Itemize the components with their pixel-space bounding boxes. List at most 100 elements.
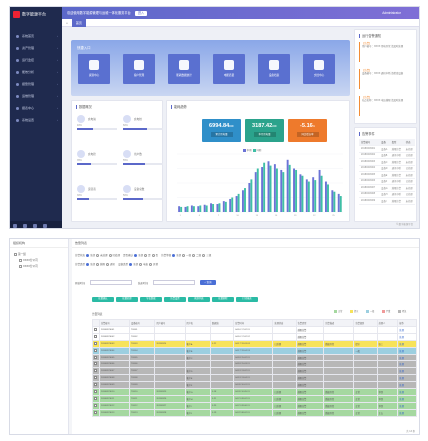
row-action-link[interactable]: 处理 xyxy=(397,401,417,410)
row-checkbox[interactable] xyxy=(92,360,100,369)
quick-tile[interactable]: 能耗数据统计 xyxy=(168,54,200,84)
sidebar-item[interactable]: 运行监控 › xyxy=(10,55,62,65)
checkbox-icon[interactable] xyxy=(94,396,97,400)
row-action-link[interactable]: 处理 xyxy=(397,346,417,355)
row-action-link[interactable]: 处理 xyxy=(397,408,417,417)
power-icon[interactable] xyxy=(43,224,47,228)
table-row[interactable]: 20180323010 TK010 20180325 客户G 0.18 04-20 10:… xyxy=(92,388,417,396)
sidebar-item[interactable]: 运维管理 › xyxy=(10,91,62,101)
row-checkbox[interactable] xyxy=(92,367,100,376)
action-button[interactable]: 批量确认 xyxy=(92,297,114,302)
event-row[interactable]: 20180323008 设备H 通讯中断 已处理 xyxy=(359,191,415,198)
row-checkbox[interactable] xyxy=(92,381,100,390)
end-time-input[interactable] xyxy=(153,280,195,285)
tab-home-icon[interactable]: ⌂ xyxy=(66,21,68,25)
event-row[interactable]: 20180323004 设备D 通讯中断 已处理 xyxy=(359,165,415,172)
radio-button[interactable] xyxy=(139,262,143,266)
radio-button[interactable] xyxy=(96,253,100,257)
event-row[interactable]: 20180323002 设备B 通讯中断 已处理 xyxy=(359,152,415,159)
tab-home[interactable]: 首页 xyxy=(71,19,86,27)
checkbox-icon[interactable] xyxy=(94,383,97,387)
checkbox-icon[interactable] xyxy=(94,362,97,366)
sidebar-item[interactable]: 报警管理 › xyxy=(10,79,62,89)
quick-tile[interactable]: 电能质量 xyxy=(213,54,245,84)
row-action-link[interactable]: 处理 xyxy=(397,388,417,396)
table-row[interactable]: 20180323007 TK007 客户D 04-19 13:02:11 越限告警 处理 xyxy=(92,367,417,376)
radio-button[interactable] xyxy=(108,253,112,257)
table-row[interactable]: 20180323003 TK003 20180324 客户A 0.22 04-17 19:… xyxy=(92,339,417,348)
sidebar-item[interactable]: 系统设置 › xyxy=(10,115,62,125)
row-checkbox[interactable] xyxy=(92,408,100,417)
notice-item[interactable]: 【告警】 站点名称：XXXX 电压越限 请及时处理 xyxy=(359,96,417,116)
radio-button[interactable] xyxy=(129,262,133,266)
sidebar-item[interactable]: 报表中心 › xyxy=(10,103,62,113)
tree-node[interactable]: XXXX分公司 xyxy=(19,258,38,262)
quick-tile[interactable]: 设备档案 xyxy=(258,54,290,84)
action-button[interactable]: 告警设置 xyxy=(164,297,186,302)
header-tag-button[interactable]: 进入 xyxy=(134,11,148,16)
action-button[interactable]: 批量处理 xyxy=(116,297,138,302)
start-time-input[interactable] xyxy=(90,280,132,285)
checkbox-icon[interactable] xyxy=(19,264,22,268)
radio-button[interactable] xyxy=(144,253,148,257)
sidebar-item[interactable]: 能效分析 › xyxy=(10,67,62,77)
quick-tile[interactable]: 文档中心 xyxy=(303,54,335,84)
table-row[interactable]: 20180323006 TK006 04-18 15:03:11 越限告警 处理 xyxy=(92,360,417,369)
table-row[interactable]: 20180323013 TK013 20180328 客户J 0.19 04-22 08:… xyxy=(92,408,417,417)
checkbox-icon[interactable] xyxy=(94,376,97,380)
table-row[interactable]: 20180323008 TK008 客户E 04-19 13:04:11 越限告警 处理 xyxy=(92,374,417,383)
radio-button[interactable] xyxy=(151,253,155,257)
table-row[interactable]: 20180323001 TK001 04-16 17:02:11 越限告警 处理 xyxy=(92,326,417,334)
table-row[interactable]: 20180323004 TK004 客户B 04-17 19:04:13 越限告警 一般 处… xyxy=(92,346,417,355)
checkbox-icon[interactable] xyxy=(94,334,97,338)
event-row[interactable]: 20180323005 设备E 越限告警 未处理 xyxy=(359,171,415,179)
row-action-link[interactable]: 处理 xyxy=(397,353,417,362)
action-button[interactable]: 打印报表 xyxy=(236,297,258,302)
table-row[interactable]: 20180323011 TK011 20180326 客户H 0.21 04-21 09:… xyxy=(92,394,417,403)
table-row[interactable]: 20180323005 TK005 客户C 04-18 15:02:11 越限告警 处理 xyxy=(92,353,417,362)
action-button[interactable]: 导出数据 xyxy=(140,297,162,302)
checkbox-icon[interactable] xyxy=(94,355,97,359)
table-row[interactable]: 20180323012 TK012 20180327 客户I 0.25 04-21 09:… xyxy=(92,401,417,410)
row-action-link[interactable]: 处理 xyxy=(397,374,417,383)
checkbox-icon[interactable] xyxy=(94,348,97,352)
radio-button[interactable] xyxy=(86,253,90,257)
settings-icon[interactable] xyxy=(13,224,17,228)
checkbox-icon[interactable] xyxy=(94,341,97,345)
checkbox-icon[interactable] xyxy=(94,389,97,393)
sidebar-item[interactable]: 系统首页 › xyxy=(10,31,62,41)
quick-tile[interactable]: 资源中心 xyxy=(78,54,110,84)
event-row[interactable]: 20180323007 设备G 越限告警 未处理 xyxy=(359,184,415,192)
row-action-link[interactable]: 处理 xyxy=(397,360,417,369)
action-button[interactable]: 批量删除 xyxy=(212,297,234,302)
row-action-link[interactable]: 处理 xyxy=(397,367,417,376)
bell-icon[interactable] xyxy=(33,224,37,228)
event-row[interactable]: 20180323006 设备F 通讯中断 已处理 xyxy=(359,178,415,185)
row-checkbox[interactable] xyxy=(92,388,100,396)
action-button[interactable]: 刷新列表 xyxy=(188,297,210,302)
event-row[interactable]: 20180323009 设备I 越限告警 未处理 xyxy=(359,197,415,205)
query-button[interactable]: ⌕ 查询 xyxy=(200,280,216,285)
row-action-link[interactable]: 处理 xyxy=(397,381,417,390)
checkbox-icon[interactable] xyxy=(94,410,97,414)
row-checkbox[interactable] xyxy=(92,353,100,362)
checkbox-icon[interactable] xyxy=(94,403,97,407)
row-action-link[interactable]: 处理 xyxy=(397,326,417,334)
checkbox-icon[interactable] xyxy=(19,258,22,262)
row-checkbox[interactable] xyxy=(92,401,100,410)
radio-button[interactable] xyxy=(182,253,186,257)
row-checkbox[interactable] xyxy=(92,394,100,403)
radio-button[interactable] xyxy=(149,262,153,266)
checkbox-icon[interactable] xyxy=(94,369,97,373)
radio-button[interactable] xyxy=(86,262,90,266)
notice-item[interactable]: 【告警】 用户编号：XXXX 用电异常 请及时处理 xyxy=(359,42,417,62)
row-checkbox[interactable] xyxy=(92,339,100,348)
pagination[interactable]: 共 13 条 xyxy=(406,430,415,433)
tree-node[interactable]: 第一组 xyxy=(14,252,26,256)
checkbox-icon[interactable] xyxy=(94,327,97,331)
row-checkbox[interactable] xyxy=(92,346,100,355)
row-action-link[interactable]: 处理 xyxy=(397,394,417,403)
table-row[interactable]: 20180323002 TK002 04-16 17:02:12 越限告警 处理 xyxy=(92,332,417,341)
radio-button[interactable] xyxy=(202,253,206,257)
expand-icon[interactable] xyxy=(14,252,17,256)
